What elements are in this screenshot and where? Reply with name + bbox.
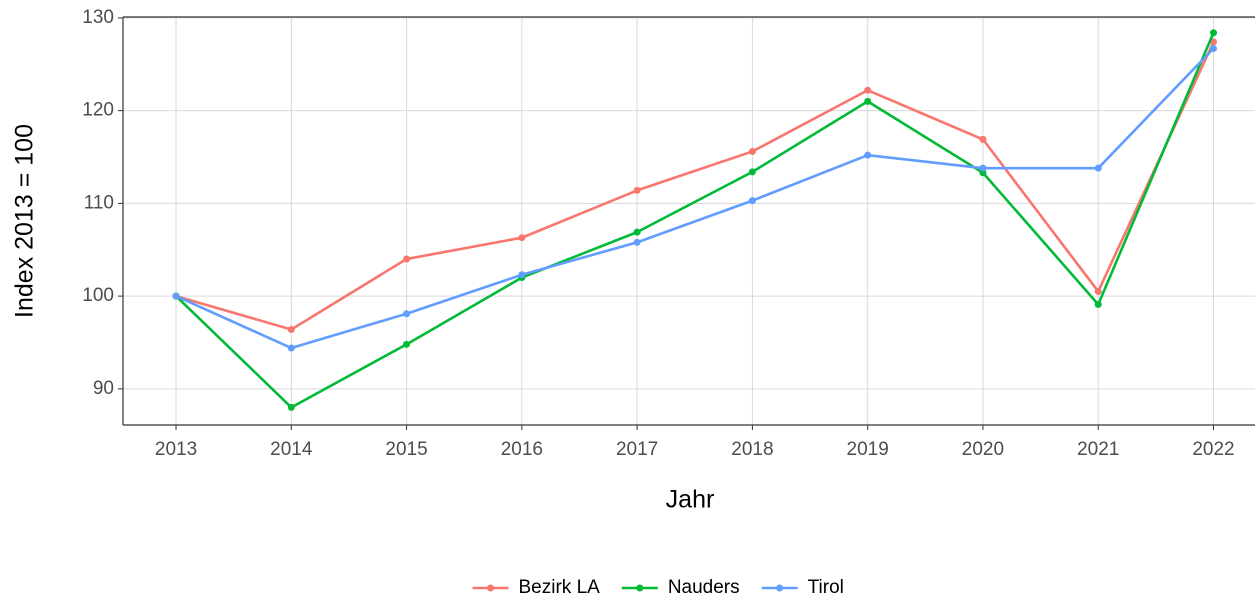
series-line <box>175 32 1215 409</box>
data-point <box>633 228 641 236</box>
data-point <box>1094 164 1102 172</box>
data-point <box>1210 29 1218 37</box>
x-tick-label: 2013 <box>155 439 197 460</box>
x-tick-label: 2018 <box>731 439 773 460</box>
y-axis-title: Index 2013 = 100 <box>11 124 39 318</box>
x-axis-title: Jahr <box>666 486 715 514</box>
x-tick-label: 2020 <box>962 439 1004 460</box>
data-point <box>748 197 756 205</box>
y-tick-label: 90 <box>93 378 114 399</box>
data-point <box>287 403 295 411</box>
y-tick-label: 120 <box>82 100 114 121</box>
data-point <box>1210 45 1218 53</box>
legend-swatch-point <box>776 584 784 592</box>
legend-swatch-point <box>636 584 644 592</box>
data-point <box>633 238 641 246</box>
series-line <box>175 41 1215 331</box>
data-point <box>864 86 872 94</box>
data-point <box>979 164 987 172</box>
data-point <box>403 255 411 263</box>
x-tick-label: 2019 <box>847 439 889 460</box>
data-point <box>287 344 295 352</box>
y-tick-label: 110 <box>84 192 114 213</box>
y-tick-label: 100 <box>82 285 114 306</box>
data-point <box>864 97 872 105</box>
x-tick-label: 2022 <box>1192 439 1234 460</box>
legend-label: Tirol <box>808 577 844 598</box>
x-tick-label: 2021 <box>1077 439 1119 460</box>
data-point <box>1094 287 1102 295</box>
y-tick-label: 130 <box>82 7 114 28</box>
data-point <box>172 292 180 300</box>
data-point <box>748 147 756 155</box>
data-point <box>864 151 872 159</box>
x-tick-label: 2016 <box>501 439 543 460</box>
x-tick-label: 2014 <box>270 439 313 460</box>
legend-label: Nauders <box>668 577 740 598</box>
data-point <box>518 271 526 279</box>
data-point <box>1210 38 1218 46</box>
data-point <box>403 310 411 318</box>
data-point <box>518 234 526 242</box>
x-tick-label: 2017 <box>616 439 658 460</box>
data-point <box>633 186 641 194</box>
data-point <box>979 135 987 143</box>
data-point <box>1094 300 1102 308</box>
data-point <box>287 325 295 333</box>
data-point <box>748 168 756 176</box>
x-tick-label: 2015 <box>385 439 427 460</box>
series-line <box>175 47 1215 350</box>
data-point <box>403 340 411 348</box>
legend-label: Bezirk LA <box>519 577 601 598</box>
legend-swatch-point <box>487 584 494 592</box>
